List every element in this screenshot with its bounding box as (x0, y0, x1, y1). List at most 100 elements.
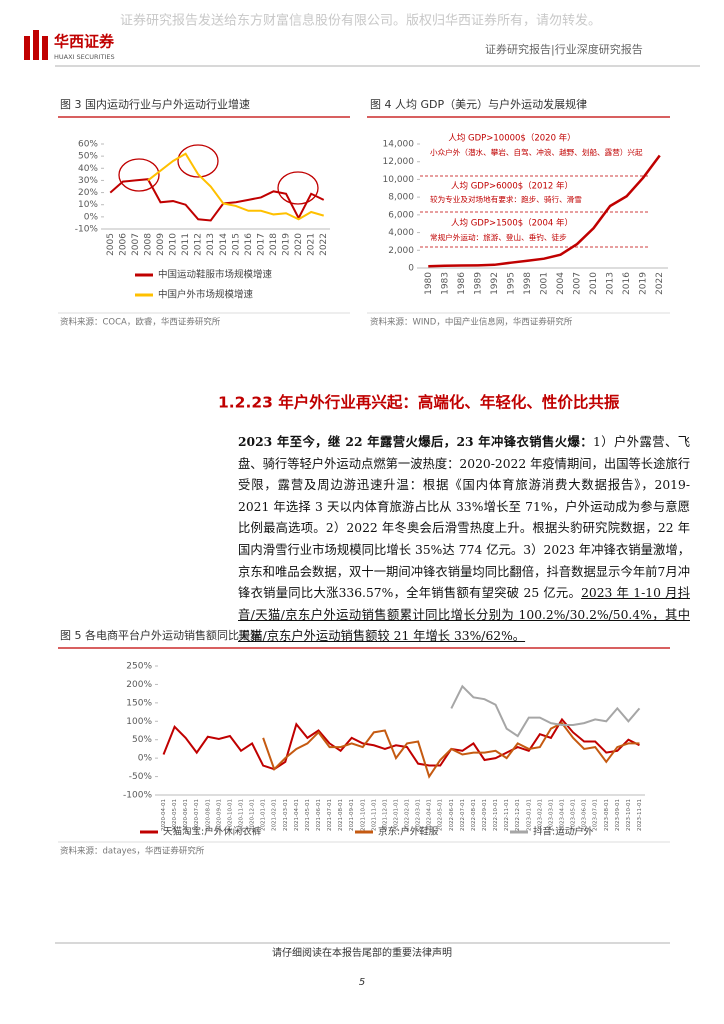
body: 1）户外露营、飞盘、骑行等轻户外运动点燃第一波热度：2020-2022 年疫情期… (238, 435, 690, 601)
section-heading: 1.2.23 年户外行业再兴起：高端化、年轻化、性价比共振 (218, 393, 620, 412)
series-line (428, 154, 661, 268)
x-tick-label: 2010 (169, 233, 179, 256)
annotation: 人均 GDP>6000$（2012 年） (451, 181, 573, 192)
x-tick-label: 2020-07-01 (194, 799, 200, 831)
x-tick-label: 2022-04-01 (427, 799, 433, 831)
y-tick-label: 2,000 (388, 246, 414, 256)
source: 资料来源：COCA，欧睿，华西证券研究所 (60, 317, 221, 328)
y-tick-label: 0% (84, 212, 99, 222)
figure-title: 图 3 国内运动行业与户外运动行业增速 (60, 97, 250, 111)
y-tick-label: 40% (78, 164, 98, 174)
y-tick-label: 0% (138, 754, 153, 764)
y-tick-label: 20% (78, 188, 98, 198)
x-tick-label: 2022-10-01 (493, 799, 499, 831)
x-tick-label: 2021-09-01 (349, 799, 355, 831)
y-tick-label: 14,000 (383, 140, 415, 150)
page-number: 5 (359, 977, 365, 988)
x-tick-label: 1980 (424, 272, 434, 295)
y-tick-label: 250% (126, 662, 152, 672)
x-tick-label: 2023-05-01 (571, 799, 577, 831)
x-tick-label: 2009 (156, 233, 166, 256)
x-tick-label: 2011 (181, 233, 191, 256)
x-tick-label: 2020-06-01 (183, 799, 189, 831)
y-tick-label: 12,000 (383, 157, 415, 167)
x-tick-label: 2020-05-01 (172, 799, 178, 831)
x-tick-label: 2023-09-01 (615, 799, 621, 831)
source: 资料来源：WIND，中国产业信息网，华西证券研究所 (370, 317, 573, 328)
x-tick-label: 2023-03-01 (548, 799, 554, 831)
x-tick-label: 2008 (143, 233, 153, 256)
x-tick-label: 2020-09-01 (216, 799, 222, 831)
series-line (450, 684, 641, 738)
y-tick-label: 150% (126, 698, 152, 708)
annotation: 人均 GDP>10000$（2020 年） (448, 133, 575, 144)
lead: 2023 年至今，继 22 年露营火爆后，23 年冲锋衣销售火爆： (238, 434, 593, 449)
legend-label: 中国户外市场规模增速 (158, 289, 254, 301)
x-tick-label: 2022-12-01 (515, 799, 521, 831)
annotation: 小众户外（潜水、攀岩、自驾、冲浪、越野、划船、露营）兴起 (430, 147, 643, 157)
watermark: 证券研究报告发送给东方财富信息股份有限公司。版权归华西证券所有，请勿转发。 (120, 13, 601, 29)
x-tick-label: 2021-02-01 (272, 799, 278, 831)
series-line (262, 721, 640, 779)
x-tick-label: 2019 (282, 233, 292, 256)
x-tick-label: 2021 (307, 233, 317, 256)
y-tick-label: 8,000 (388, 193, 414, 203)
x-tick-label: 2018 (269, 233, 279, 256)
x-tick-label: 2022 (655, 272, 665, 295)
y-tick-label: 200% (126, 680, 152, 690)
x-tick-label: 2015 (231, 233, 241, 256)
x-tick-label: 2020 (294, 233, 304, 256)
source: 资料来源：datayes，华西证券研究所 (60, 846, 205, 857)
x-tick-label: 2022-07-01 (460, 799, 466, 831)
x-tick-label: 2021-03-01 (283, 799, 289, 831)
x-tick-label: 2022-11-01 (504, 799, 510, 831)
x-tick-label: 2021-04-01 (294, 799, 300, 831)
y-tick-label: 100% (126, 717, 152, 727)
x-tick-label: 2022-09-01 (482, 799, 488, 831)
logo-cn: 华西证券 (54, 33, 115, 51)
x-tick-label: 1992 (490, 272, 500, 295)
x-tick-label: 2007 (131, 233, 141, 256)
x-tick-label: 2020-11-01 (239, 799, 245, 831)
highlight: 2023 年 1-10 月抖音/天猫/京东户外运动销售额累计同比增长分别为 10… (238, 586, 690, 644)
x-tick-label: 2007 (573, 272, 583, 295)
x-tick-label: 2022-02-01 (405, 799, 411, 831)
x-tick-label: 2006 (118, 233, 128, 256)
x-tick-label: 2023-11-01 (637, 799, 643, 831)
logo-icon (24, 30, 48, 60)
y-tick-label: -50% (129, 772, 153, 782)
x-tick-label: 2022 (319, 233, 329, 256)
y-tick-label: 4,000 (388, 228, 414, 238)
body-paragraph: 2023 年至今，继 22 年露营火爆后，23 年冲锋衣销售火爆：1）户外露营、… (238, 431, 690, 648)
y-tick-label: 30% (78, 176, 98, 186)
x-tick-label: 2019 (639, 272, 649, 295)
x-tick-label: 1986 (457, 272, 467, 295)
x-tick-label: 2023-02-01 (537, 799, 543, 831)
series-line (162, 717, 640, 771)
y-tick-label: 50% (132, 735, 152, 745)
x-tick-label: 2021-01-01 (261, 799, 267, 831)
x-tick-label: 2016 (244, 233, 254, 256)
legend-label: 中国运动鞋服市场规模增速 (158, 269, 273, 281)
y-tick-label: 60% (78, 140, 98, 150)
x-tick-label: 1995 (506, 272, 516, 295)
legend-label: 抖音:运动户外 (533, 826, 594, 838)
x-tick-label: 2012 (194, 233, 204, 256)
x-tick-label: 2022-06-01 (449, 799, 455, 831)
x-tick-label: 2023-06-01 (582, 799, 588, 831)
annotation: 人均 GDP>1500$（2004 年） (451, 218, 573, 229)
x-tick-label: 2020-10-01 (227, 799, 233, 831)
x-tick-label: 2017 (256, 233, 266, 256)
x-tick-label: 2023-08-01 (604, 799, 610, 831)
x-tick-label: 2022-03-01 (416, 799, 422, 831)
y-tick-label: -100% (123, 791, 152, 801)
x-tick-label: 2021-10-01 (360, 799, 366, 831)
x-tick-label: 2022-01-01 (393, 799, 399, 831)
x-tick-label: 1998 (523, 272, 533, 295)
x-tick-label: 2020-12-01 (250, 799, 256, 831)
x-tick-label: 1989 (473, 272, 483, 295)
annotation: 常规户外运动：旅游、登山、垂钓、徒步 (430, 232, 567, 242)
logo-en: HUAXI SECURITIES (54, 53, 115, 61)
